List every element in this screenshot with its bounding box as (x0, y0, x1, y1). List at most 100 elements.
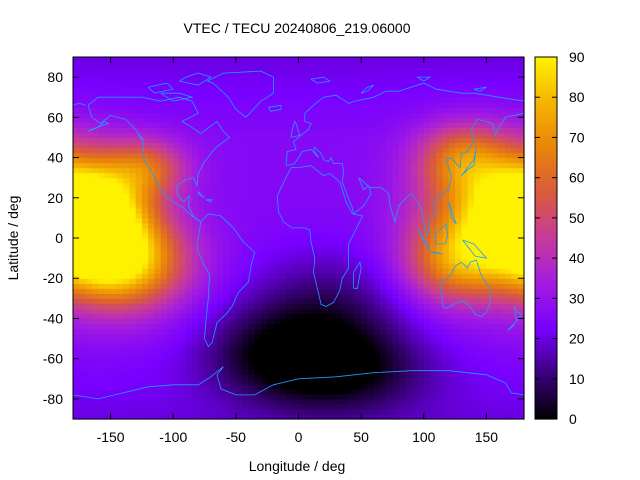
heatmap-cell (442, 403, 450, 410)
heatmap-cell (129, 162, 137, 169)
heatmap-cell (336, 72, 343, 78)
heatmap-cell (404, 117, 412, 123)
heatmap-cell (260, 368, 268, 375)
heatmap-cell (185, 227, 193, 234)
heatmap-cell (498, 162, 506, 169)
heatmap-cell (85, 258, 93, 264)
heatmap-cell (129, 112, 137, 118)
heatmap-cell (392, 152, 400, 159)
heatmap-cell (348, 207, 356, 214)
heatmap-cell (123, 82, 130, 88)
heatmap-cell (417, 238, 425, 244)
heatmap-cell (73, 408, 80, 415)
heatmap-cell (430, 383, 437, 390)
heatmap-cell (392, 87, 400, 93)
heatmap-cell (242, 393, 249, 400)
heatmap-cell (404, 408, 412, 415)
heatmap-cell (104, 227, 112, 234)
heatmap-cell (323, 77, 331, 83)
heatmap-cell (379, 323, 387, 330)
heatmap-cell (373, 363, 381, 370)
heatmap-cell (373, 212, 381, 219)
heatmap-cell (298, 197, 306, 204)
heatmap-cell (411, 338, 419, 345)
heatmap-cell (91, 77, 99, 83)
heatmap-cell (367, 87, 375, 93)
heatmap-cell (379, 157, 387, 164)
heatmap-cell (505, 343, 513, 350)
heatmap-cell (411, 298, 419, 304)
heatmap-cell (242, 92, 249, 98)
heatmap-cell (129, 273, 137, 279)
heatmap-cell (480, 393, 488, 400)
heatmap-cell (285, 333, 293, 340)
heatmap-cell (254, 187, 262, 194)
heatmap-cell (154, 243, 162, 249)
heatmap-cell (98, 232, 105, 239)
heatmap-cell (210, 298, 218, 304)
heatmap-cell (480, 363, 488, 370)
heatmap-cell (79, 172, 87, 179)
heatmap-cell (91, 328, 99, 335)
heatmap-cell (210, 333, 218, 340)
heatmap-cell (455, 57, 462, 63)
heatmap-cell (91, 157, 99, 164)
heatmap-cell (229, 107, 237, 113)
heatmap-cell (336, 243, 343, 249)
heatmap-cell (79, 243, 87, 249)
heatmap-cell (361, 192, 368, 199)
heatmap-cell (329, 117, 337, 123)
heatmap-cell (298, 87, 306, 93)
heatmap-cell (348, 318, 356, 325)
heatmap-cell (336, 177, 343, 184)
heatmap-cell (348, 97, 356, 103)
heatmap-cell (210, 72, 218, 78)
heatmap-cell (235, 197, 243, 204)
heatmap-cell (185, 263, 193, 269)
heatmap-cell (129, 227, 137, 234)
heatmap-cell (179, 147, 187, 154)
heatmap-cell (98, 122, 105, 128)
heatmap-cell (430, 318, 437, 325)
heatmap-cell (173, 248, 181, 254)
heatmap-cell (467, 273, 475, 279)
heatmap-cell (192, 147, 199, 154)
heatmap-cell (423, 403, 431, 410)
heatmap-cell (129, 363, 137, 370)
heatmap-cell (467, 102, 475, 108)
heatmap-cell (367, 122, 375, 128)
heatmap-cell (154, 323, 162, 330)
heatmap-cell (336, 127, 343, 134)
heatmap-cell (260, 348, 268, 355)
heatmap-cell (279, 222, 287, 229)
heatmap-cell (104, 303, 112, 309)
heatmap-cell (398, 348, 406, 355)
heatmap-cell (298, 383, 306, 390)
heatmap-cell (229, 378, 237, 385)
heatmap-cell (154, 393, 162, 400)
heatmap-cell (116, 57, 124, 63)
heatmap-cell (348, 187, 356, 194)
heatmap-cell (442, 268, 450, 274)
heatmap-cell (260, 97, 268, 103)
heatmap-cell (198, 142, 206, 149)
heatmap-cell (260, 293, 268, 299)
heatmap-cell (467, 167, 475, 174)
heatmap-cell (486, 283, 494, 289)
heatmap-cell (348, 112, 356, 118)
heatmap-cell (116, 268, 124, 274)
heatmap-cell (411, 82, 419, 88)
heatmap-cell (448, 358, 456, 365)
heatmap-cell (91, 393, 99, 400)
heatmap-cell (254, 217, 262, 224)
heatmap-cell (217, 403, 224, 410)
heatmap-cell (110, 368, 118, 375)
heatmap-cell (229, 303, 237, 309)
heatmap-cell (210, 238, 218, 244)
heatmap-cell (467, 338, 475, 345)
heatmap-cell (116, 117, 124, 123)
heatmap-cell (392, 212, 400, 219)
heatmap-cell (148, 182, 156, 189)
heatmap-cell (367, 152, 375, 159)
heatmap-cell (179, 172, 187, 179)
